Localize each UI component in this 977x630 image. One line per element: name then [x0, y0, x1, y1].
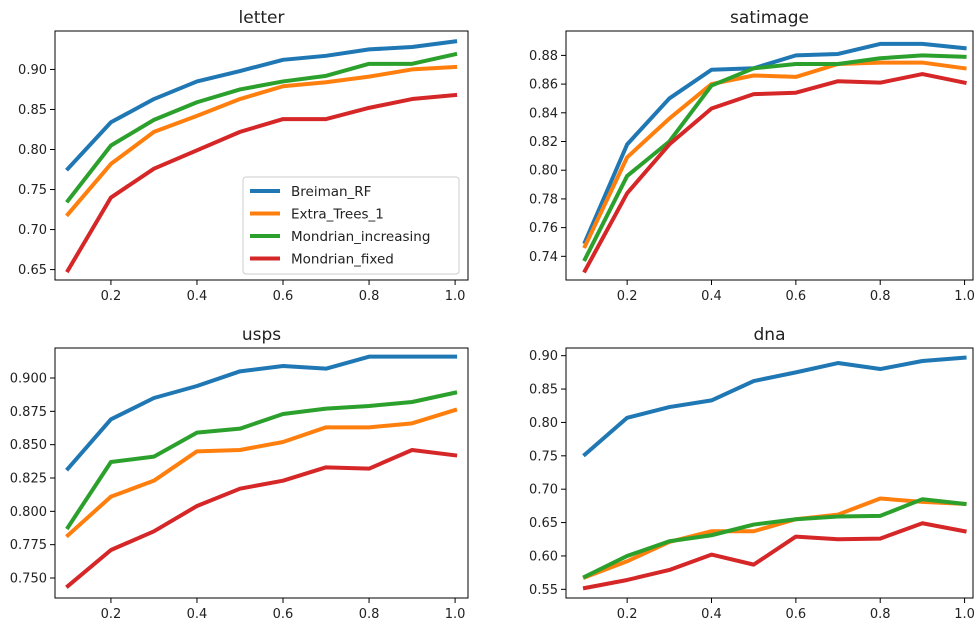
series-line-mondrian-increasing	[65, 51, 458, 204]
series-line-breiman-rf	[65, 354, 458, 472]
y-tick-label: 0.84	[529, 106, 558, 121]
y-tick-label: 0.825	[10, 472, 47, 487]
legend: Breiman_RF Extra_Trees_1 Mondrian_increasi…	[242, 176, 460, 275]
y-tick-label: 0.85	[529, 383, 558, 398]
series-line-mondrian-fixed	[582, 521, 967, 591]
series-line-mondrian-increasing	[582, 53, 967, 262]
series-group	[65, 39, 458, 274]
series-line-mondrian-increasing	[582, 497, 967, 580]
series-group	[65, 354, 458, 589]
y-tick-label: 0.55	[529, 583, 558, 598]
x-tick-label: 0.4	[701, 289, 722, 304]
series-line-mondrian-fixed	[582, 72, 967, 274]
series-line-mondrian-fixed	[65, 448, 458, 589]
panel-letter: letter 0.2 0.4 0.6 0.8 1.0 0.65 0.70 0.75 0.80 0.8…	[18, 8, 469, 304]
x-tick-label: 0.2	[617, 289, 638, 304]
x-tick-label: 0.8	[359, 289, 380, 304]
panel-dna: dna 0.2 0.4 0.6 0.8 1.0 0.55 0.60 0.65 0.70 0.75 0.…	[529, 325, 975, 622]
axes-frame	[54, 347, 469, 599]
axes-frame	[565, 347, 974, 599]
y-tick-label: 0.70	[18, 223, 47, 238]
y-tick-label: 0.850	[10, 438, 47, 453]
series-line-extra-trees-1	[65, 64, 458, 218]
y-tick-label: 0.85	[18, 103, 47, 118]
y-tick-label: 0.875	[10, 405, 47, 420]
series-group	[582, 355, 967, 591]
x-tick-label: 0.4	[187, 607, 208, 622]
panel-title: usps	[242, 325, 281, 345]
x-tick-label: 0.4	[701, 607, 722, 622]
x-tick-label: 1.0	[445, 607, 466, 622]
legend-label-mondrian-increasing: Mondrian_increasing	[291, 229, 430, 245]
x-tick-label: 0.6	[786, 607, 807, 622]
legend-label-breiman-rf: Breiman_RF	[291, 184, 371, 200]
x-tick-label: 0.8	[359, 607, 380, 622]
y-tick-label: 0.74	[529, 250, 558, 265]
x-tick-label: 0.2	[101, 289, 122, 304]
series-line-breiman-rf	[582, 355, 967, 458]
y-tick-label: 0.70	[529, 483, 558, 498]
series-line-breiman-rf	[65, 39, 458, 172]
y-tick-label: 0.90	[529, 349, 558, 364]
panel-title: dna	[754, 325, 786, 345]
x-tick-label: 0.2	[617, 607, 638, 622]
y-tick-label: 0.750	[10, 572, 47, 587]
x-tick-label: 1.0	[954, 607, 975, 622]
series-line-mondrian-increasing	[65, 390, 458, 531]
series-line-extra-trees-1	[582, 60, 967, 249]
legend-label-mondrian-fixed: Mondrian_fixed	[291, 252, 394, 268]
y-tick-label: 0.75	[18, 183, 47, 198]
panel-satimage: satimage 0.2 0.4 0.6 0.8 1.0 0.74 0.76 0.78 0.80 0…	[529, 8, 975, 304]
x-tick-label: 0.8	[870, 289, 891, 304]
y-tick-label: 0.65	[529, 516, 558, 531]
y-tick-label: 0.60	[529, 549, 558, 564]
y-tick-label: 0.90	[18, 63, 47, 78]
panel-usps: usps 0.2 0.4 0.6 0.8 1.0 0.750 0.775 0.800 0.825 0…	[10, 325, 469, 622]
x-tick-label: 0.4	[187, 289, 208, 304]
x-tick-label: 0.6	[786, 289, 807, 304]
series-group	[582, 41, 967, 274]
axes-frame	[54, 30, 469, 281]
series-line-mondrian-fixed	[65, 92, 458, 274]
y-tick-label: 0.80	[18, 143, 47, 158]
y-tick-label: 0.88	[529, 49, 558, 64]
panel-title: satimage	[730, 8, 809, 28]
y-tick-label: 0.80	[529, 164, 558, 179]
panel-title: letter	[239, 8, 285, 28]
axes-frame	[565, 30, 974, 281]
y-tick-label: 0.900	[10, 372, 47, 387]
y-tick-label: 0.76	[529, 221, 558, 236]
y-tick-label: 0.65	[18, 263, 47, 278]
x-tick-label: 1.0	[954, 289, 975, 304]
y-tick-label: 0.75	[529, 449, 558, 464]
x-tick-label: 0.8	[870, 607, 891, 622]
x-tick-label: 1.0	[445, 289, 466, 304]
x-tick-label: 0.6	[273, 607, 294, 622]
x-tick-label: 0.6	[273, 289, 294, 304]
series-line-extra-trees-1	[65, 407, 458, 539]
legend-label-extra-trees-1: Extra_Trees_1	[291, 207, 384, 223]
y-tick-label: 0.800	[10, 505, 47, 520]
series-line-breiman-rf	[582, 41, 967, 245]
x-tick-label: 0.2	[101, 607, 122, 622]
y-tick-label: 0.86	[529, 78, 558, 93]
y-tick-label: 0.80	[529, 416, 558, 431]
y-tick-label: 0.775	[10, 538, 47, 553]
y-tick-label: 0.78	[529, 192, 558, 207]
series-line-extra-trees-1	[582, 496, 967, 580]
legend-box	[242, 176, 460, 275]
y-tick-label: 0.82	[529, 135, 558, 150]
